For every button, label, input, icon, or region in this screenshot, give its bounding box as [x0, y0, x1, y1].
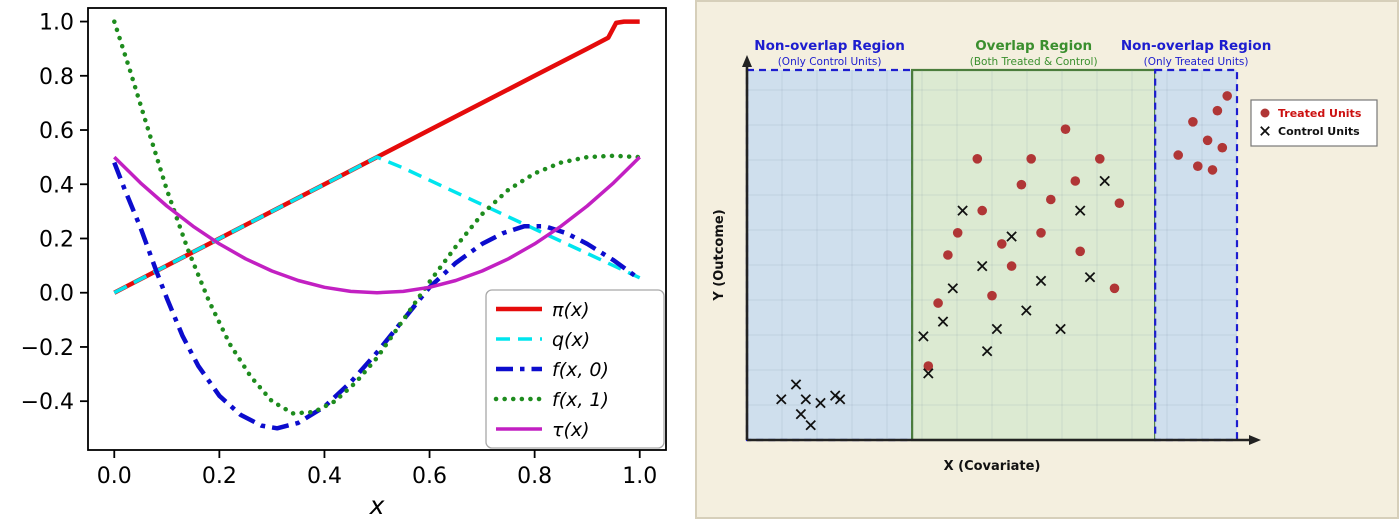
legend-label: f(x, 1): [552, 389, 609, 411]
treated-point: [933, 298, 943, 308]
y-tick-label: 0.2: [39, 227, 74, 252]
region-right-nonoverlap: [1154, 68, 1239, 442]
treated-point: [952, 228, 963, 238]
treated-point: [977, 205, 987, 216]
x-tick-label: 1.0: [622, 464, 657, 489]
line-chart-panel: 0.0 0.2 0.4 0.6 0.8 1.0 −0.4 −0.2 0.0 0.2 0.4 0.6 0.…: [0, 0, 695, 519]
x-axis-label: X (Covariate): [944, 459, 1041, 474]
diagram-legend: Treated Units Control Units: [1250, 99, 1378, 147]
treated-point: [1222, 91, 1232, 101]
points-control-units: [776, 175, 1110, 431]
y-axis-label: Y (Outcome): [712, 209, 727, 301]
x-tick-label: 0.2: [202, 464, 237, 489]
region-title: Overlap Region: [975, 38, 1092, 54]
region-left-nonoverlap: [745, 68, 914, 442]
legend-label: Treated Units: [1278, 107, 1362, 120]
legend-label: Control Units: [1278, 125, 1360, 138]
treated-point: [1109, 283, 1120, 294]
y-tick-label: 0.8: [39, 65, 74, 90]
legend-box: [485, 289, 665, 449]
legend-box: [1250, 99, 1378, 147]
treated-point: [1075, 246, 1085, 257]
points-treated-units: [923, 91, 1232, 371]
grid-lines: [747, 70, 1237, 440]
treated-point: [1207, 165, 1218, 175]
axes: [742, 55, 1261, 445]
treated-point: [943, 250, 953, 260]
treated-point: [1060, 124, 1071, 134]
y-tick-label: 1.0: [39, 11, 74, 36]
treated-point: [1188, 117, 1198, 127]
legend-label: f(x, 0): [552, 359, 609, 381]
x-tick-label: 0.4: [307, 464, 342, 489]
region-subtitle: (Only Treated Units): [1144, 56, 1249, 68]
legend-label: τ(x): [552, 419, 590, 441]
treated-point: [997, 239, 1007, 249]
treated-point: [1006, 261, 1017, 271]
region-title: Non-overlap Region: [1121, 38, 1272, 54]
propensity-line-chart: 0.0 0.2 0.4 0.6 0.8 1.0 −0.4 −0.2 0.0 0.2 0.4 0.6 0.…: [21, 7, 667, 519]
region-subtitle: (Both Treated & Control): [970, 56, 1098, 68]
series-line-q(x): [113, 155, 641, 295]
legend-label: q(x): [552, 329, 590, 351]
overlap-region-diagram: Non-overlap Region (Only Control Units) Ov…: [695, 0, 1399, 519]
region-subtitle: (Only Control Units): [778, 56, 882, 68]
treated-point: [923, 361, 934, 371]
y-tick-label: 0.6: [39, 119, 74, 144]
legend-label: π(x): [552, 299, 590, 321]
x-tick-label: 0.6: [412, 464, 447, 489]
series-line-π(x): [113, 19, 640, 295]
treated-point: [1173, 150, 1183, 160]
y-tick-label: 0.0: [39, 282, 74, 307]
treated-point: [1114, 198, 1125, 208]
treated-point: [1202, 135, 1213, 146]
treated-point: [972, 154, 983, 164]
treated-point: [1046, 194, 1056, 205]
y-tick-label: −0.2: [21, 336, 74, 361]
treated-point: [1036, 228, 1046, 238]
overlap-diagram-panel: Non-overlap Region (Only Control Units) Ov…: [695, 0, 1399, 519]
series-line-f(x, 1): [112, 19, 642, 416]
treated-point: [1026, 154, 1036, 164]
treated-point: [1212, 105, 1223, 116]
treated-point: [1217, 142, 1228, 153]
treated-point: [1095, 154, 1105, 164]
treated-point: [1193, 161, 1203, 171]
x-tick-label: 0.0: [97, 464, 132, 489]
y-tick-label: −0.4: [21, 390, 74, 415]
axis-ticks: 0.0 0.2 0.4 0.6 0.8 1.0 −0.4 −0.2 0.0 0.2 0.4 0.6 0.…: [21, 11, 658, 489]
x-tick-label: 0.8: [517, 464, 552, 489]
chart-legend: π(x) q(x) f(x, 0) f(x, 1) τ(x): [485, 289, 665, 449]
treated-point: [1070, 176, 1081, 186]
series-line-τ(x): [113, 155, 641, 295]
treated-point: [987, 290, 997, 301]
treated-marker-icon: [1260, 108, 1270, 118]
region-title: Non-overlap Region: [754, 38, 905, 54]
treated-point: [1016, 179, 1027, 190]
series-line-f(x, 0): [112, 161, 642, 431]
y-tick-label: 0.4: [39, 173, 74, 198]
x-axis-label: x: [369, 491, 385, 519]
